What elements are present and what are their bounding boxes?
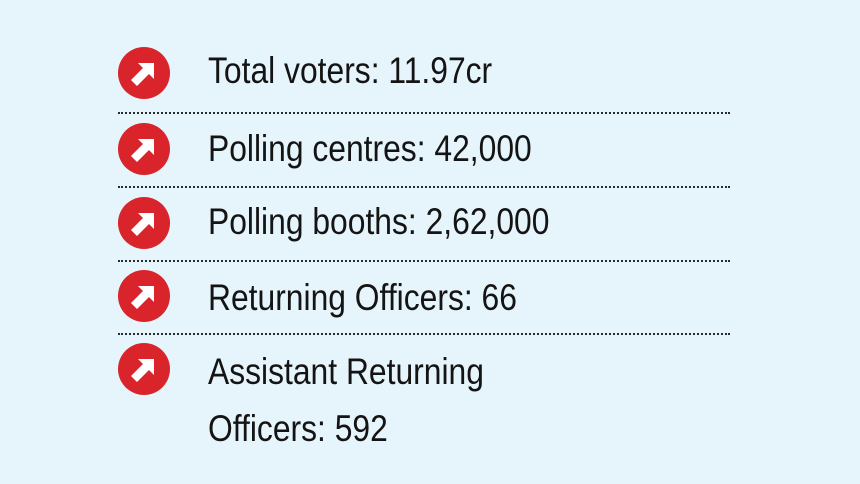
- stat-assistant-returning-officers-line2: Officers: 592: [208, 408, 388, 449]
- stat-polling-booths: Polling booths: 2,62,000: [208, 201, 550, 242]
- stat-polling-centres: Polling centres: 42,000: [208, 128, 532, 169]
- stat-total-voters: Total voters: 11.97cr: [208, 50, 493, 91]
- arrow-up-right-icon: [118, 270, 170, 322]
- arrow-up-right-icon: [118, 197, 170, 249]
- divider: [118, 260, 730, 262]
- divider: [118, 112, 730, 114]
- divider: [118, 186, 730, 188]
- arrow-up-right-icon: [118, 343, 170, 395]
- divider: [118, 333, 730, 335]
- arrow-up-right-icon: [118, 123, 170, 175]
- stat-assistant-returning-officers-line1: Assistant Returning: [208, 351, 484, 392]
- arrow-up-right-icon: [118, 47, 170, 99]
- stat-returning-officers: Returning Officers: 66: [208, 277, 517, 318]
